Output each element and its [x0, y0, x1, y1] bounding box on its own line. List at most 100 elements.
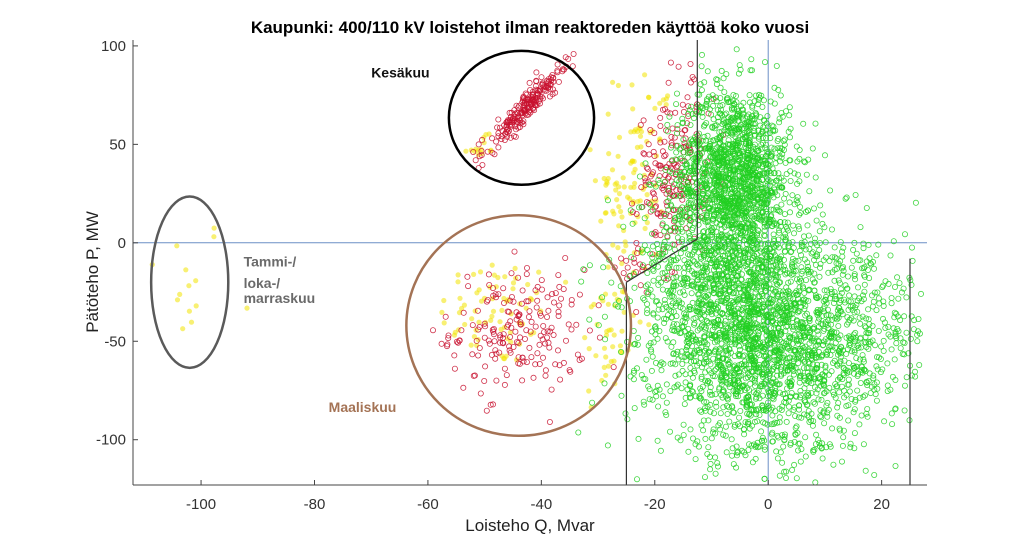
data-point — [839, 442, 846, 449]
data-point — [508, 324, 515, 331]
data-point — [737, 66, 744, 73]
data-point — [662, 300, 669, 307]
data-point — [780, 263, 787, 270]
data-point — [850, 257, 857, 264]
data-point — [643, 164, 650, 171]
data-point — [761, 223, 768, 230]
data-point — [837, 239, 844, 246]
data-point — [628, 184, 634, 190]
data-point — [601, 380, 608, 387]
data-point — [679, 101, 686, 108]
data-point — [702, 474, 709, 481]
data-point — [472, 157, 479, 164]
data-point — [174, 297, 181, 303]
data-point — [439, 309, 445, 315]
data-point — [533, 95, 540, 102]
data-point — [894, 274, 901, 281]
data-point — [558, 295, 565, 302]
data-point — [508, 270, 515, 277]
data-point — [668, 133, 675, 140]
data-point — [611, 358, 617, 364]
data-point — [786, 199, 793, 206]
data-point — [566, 367, 573, 374]
data-point — [492, 291, 499, 298]
data-point — [901, 313, 908, 320]
data-point — [850, 409, 857, 416]
data-point — [722, 423, 729, 430]
data-point — [497, 319, 503, 325]
data-point — [581, 267, 588, 274]
data-point — [733, 46, 740, 53]
data-point — [696, 130, 703, 137]
data-point — [728, 436, 735, 443]
data-point — [656, 173, 663, 180]
data-point — [552, 290, 559, 297]
data-point — [845, 273, 852, 280]
data-point — [786, 403, 793, 410]
data-point — [758, 92, 765, 99]
data-point — [856, 421, 863, 428]
data-point — [548, 386, 555, 393]
data-point — [778, 154, 785, 161]
data-point — [796, 155, 803, 162]
data-point — [631, 129, 637, 135]
data-point — [517, 110, 524, 117]
data-point — [548, 324, 555, 331]
data-point — [649, 243, 656, 250]
data-point — [783, 108, 790, 115]
data-point — [471, 271, 477, 277]
data-point — [640, 262, 647, 269]
data-point — [829, 226, 836, 233]
data-point — [528, 318, 535, 325]
data-point — [875, 327, 882, 334]
data-point — [659, 393, 666, 400]
data-point — [712, 470, 719, 477]
data-point — [815, 331, 822, 338]
data-point — [489, 149, 496, 156]
data-point — [897, 345, 904, 352]
data-point — [687, 79, 694, 86]
data-point — [499, 334, 506, 341]
data-point — [596, 334, 603, 341]
data-point — [504, 308, 511, 315]
data-point — [880, 337, 887, 344]
data-point — [669, 184, 676, 191]
data-point — [649, 189, 656, 196]
data-point — [492, 355, 499, 362]
data-point — [687, 122, 694, 129]
data-point — [772, 189, 779, 196]
data-point — [540, 354, 547, 361]
data-point — [550, 74, 557, 81]
data-point — [768, 144, 775, 151]
data-point — [793, 143, 800, 150]
data-point — [692, 456, 699, 463]
data-point — [482, 363, 489, 370]
data-point — [726, 182, 733, 189]
data-point — [647, 208, 654, 215]
data-point — [578, 355, 585, 362]
data-point — [759, 134, 766, 141]
data-point — [712, 454, 719, 461]
data-point — [512, 133, 519, 140]
data-point — [698, 422, 705, 429]
data-point — [637, 198, 643, 204]
data-point — [538, 74, 545, 81]
data-point — [873, 397, 880, 404]
data-point — [186, 308, 192, 314]
data-point — [755, 101, 762, 108]
data-point — [650, 277, 657, 284]
data-point — [455, 272, 461, 278]
data-point — [701, 122, 708, 129]
data-point — [483, 407, 490, 414]
data-point — [674, 90, 681, 97]
data-point — [606, 327, 612, 333]
data-point — [592, 178, 599, 184]
data-point — [779, 459, 786, 466]
data-point — [689, 140, 696, 147]
data-point — [621, 309, 627, 315]
data-point — [479, 136, 486, 143]
data-point — [751, 141, 758, 148]
data-point — [656, 180, 663, 187]
data-point — [776, 115, 783, 122]
